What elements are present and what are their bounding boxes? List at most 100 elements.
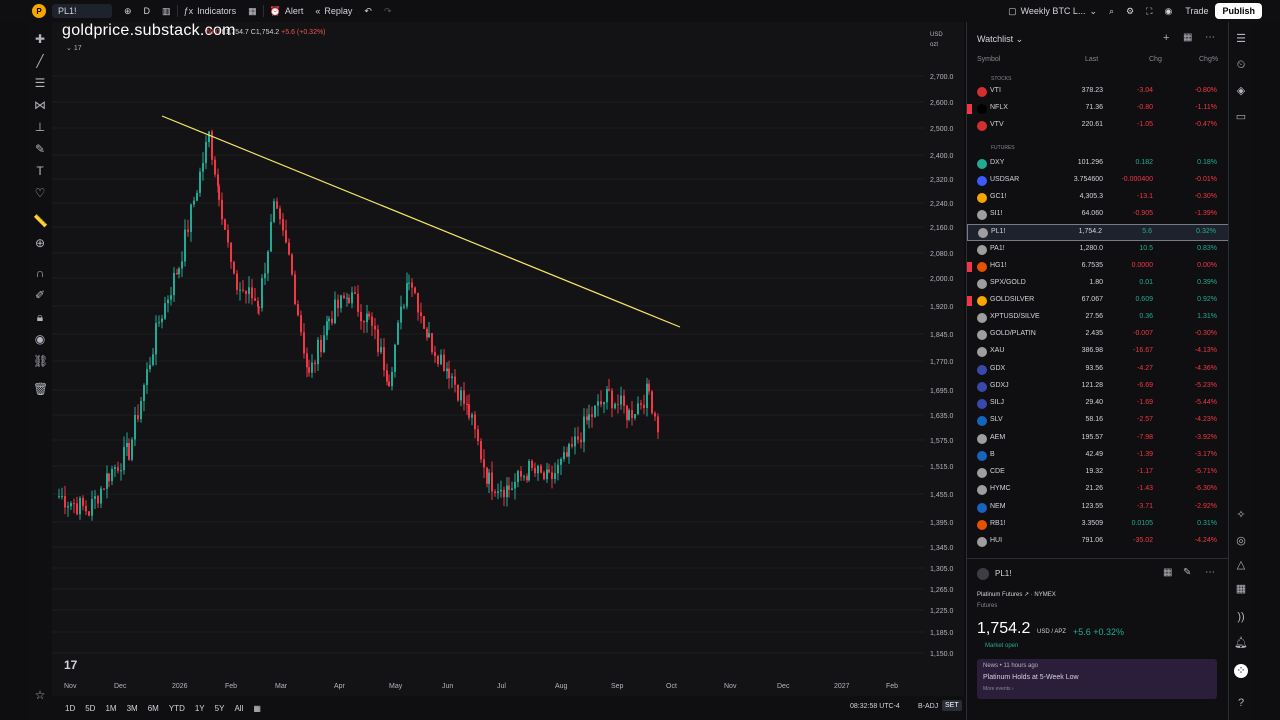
- lock-icon[interactable]: 🔒︎: [36, 310, 44, 324]
- calendar-icon[interactable]: ▦: [253, 703, 261, 713]
- target-icon[interactable]: ◎: [1236, 535, 1246, 547]
- range-button-6m[interactable]: 6M: [147, 703, 159, 713]
- watchlist-row[interactable]: SLV 58.16 -2.57 -4.23%: [967, 413, 1229, 430]
- detail-symbol[interactable]: PL1!: [995, 569, 1012, 578]
- watchlist-row[interactable]: SILJ 29.40 -1.69 -5.44%: [967, 396, 1229, 413]
- zoom-icon[interactable]: ⊕: [34, 236, 46, 250]
- more-icon[interactable]: ⋯: [1205, 32, 1215, 43]
- heart-icon[interactable]: ♡: [34, 186, 46, 200]
- watchlist-row[interactable]: GDXJ 121.28 -6.69 -5.23%: [967, 379, 1229, 396]
- watchlist-row[interactable]: NEM 123.55 -3.71 -2.92%: [967, 500, 1229, 517]
- range-button-5d[interactable]: 5D: [85, 703, 96, 713]
- adjust-button[interactable]: B-ADJ: [918, 703, 939, 710]
- snapshot-icon[interactable]: ◉: [1164, 5, 1173, 16]
- redo-icon[interactable]: ↷: [383, 5, 392, 16]
- settings-icon[interactable]: ⚙: [1126, 5, 1135, 16]
- ideas-icon[interactable]: ✧: [1236, 509, 1246, 521]
- watchlist-row[interactable]: PL1! 1,754.2 5.6 0.32%: [967, 224, 1229, 241]
- apps-icon[interactable]: ⁘: [1234, 664, 1248, 678]
- watchlist-row[interactable]: NFLX 71.36 -0.80 -1.11%: [967, 101, 1229, 118]
- notifications-icon[interactable]: 🔔︎: [1234, 637, 1248, 649]
- more-icon[interactable]: ⋯: [1205, 567, 1215, 578]
- layers-icon[interactable]: ◈: [1236, 85, 1246, 97]
- col-last[interactable]: Last: [1085, 56, 1099, 63]
- watchlist-row[interactable]: PA1! 1,280.0 10.5 0.83%: [967, 242, 1229, 259]
- watchlist-row[interactable]: GDX 93.56 -4.27 -4.36%: [967, 362, 1229, 379]
- watchlist-row[interactable]: GOLDSILVER 67.067 0.609 0.92%: [967, 293, 1229, 310]
- candlestick-chart[interactable]: 2,700.0 2,600.0 2,500.0 2,400.0 2,320.0 2,240…: [52, 22, 964, 696]
- indicators-button[interactable]: ƒx Indicators: [183, 6, 237, 16]
- watchlist-icon[interactable]: ☰: [1236, 33, 1246, 45]
- watchlist-row[interactable]: DXY 101.296 0.182 0.18%: [967, 156, 1229, 173]
- watchlist-row[interactable]: HUI 791.06 -35.02 -4.24%: [967, 534, 1229, 551]
- watchlist-row[interactable]: HYMC 21.26 -1.43 -6.30%: [967, 482, 1229, 499]
- watchlist-row[interactable]: XAU 386.98 -16.67 -4.13%: [967, 344, 1229, 361]
- trade-button[interactable]: Trade: [1185, 6, 1209, 16]
- fullscreen-icon[interactable]: ⛶: [1146, 5, 1153, 16]
- alerts-icon[interactable]: ⏲: [1236, 59, 1246, 71]
- help-icon[interactable]: ?: [1237, 697, 1245, 709]
- ruler-icon[interactable]: 📏: [33, 214, 48, 228]
- clock-time[interactable]: 08:32:58 UTC-4: [850, 703, 900, 710]
- watchlist-row[interactable]: B 42.49 -1.39 -3.17%: [967, 448, 1229, 465]
- flag-icon[interactable]: [967, 262, 972, 272]
- flag-icon[interactable]: [967, 104, 972, 114]
- star-icon[interactable]: ☆: [34, 688, 46, 702]
- forecast-tool-icon[interactable]: ⊥: [34, 120, 46, 134]
- tradingview-logo[interactable]: 17: [64, 658, 78, 672]
- bar-style-icon[interactable]: ▥: [162, 5, 171, 16]
- link-icon[interactable]: ⛓: [33, 354, 49, 368]
- interval-button[interactable]: D: [138, 0, 157, 22]
- watchlist-row[interactable]: SPX/GOLD 1.80 0.01 0.39%: [967, 276, 1229, 293]
- watchlist-row[interactable]: VTV 220.61 -1.05 -0.47%: [967, 118, 1229, 135]
- eye-icon[interactable]: ◉: [34, 332, 46, 346]
- calendar-icon[interactable]: ▦: [1235, 583, 1247, 595]
- watchlist-row[interactable]: VTI 378.23 -3.04 -0.80%: [967, 84, 1229, 101]
- magnet-icon[interactable]: ∩: [35, 266, 45, 280]
- watchlist-row[interactable]: RB1! 3.3509 0.0105 0.31%: [967, 517, 1229, 534]
- more-events-link[interactable]: More events ›: [983, 686, 1014, 692]
- col-chg[interactable]: Chg: [1149, 56, 1162, 63]
- layout-menu[interactable]: ▢ Weekly BTC L... ⌄: [1008, 5, 1097, 17]
- watchlist-row[interactable]: USDSAR 3.754600 -0.000400 -0.01%: [967, 173, 1229, 190]
- col-chgp[interactable]: Chg%: [1199, 56, 1219, 63]
- watchlist-row[interactable]: XPTUSD/SILVE 27.56 0.36 1.31%: [967, 310, 1229, 327]
- text-tool-icon[interactable]: T: [36, 164, 44, 178]
- fib-tool-icon[interactable]: ☰: [34, 76, 46, 90]
- symbol-search-input[interactable]: PL1!: [52, 4, 112, 18]
- triangle-icon[interactable]: △: [1236, 559, 1246, 571]
- alert-button[interactable]: ⏰ Alert: [269, 5, 304, 17]
- edit-icon[interactable]: ✎: [1183, 567, 1192, 578]
- section-futures[interactable]: FUTURES: [991, 145, 1015, 151]
- watchlist-row[interactable]: GC1! 4,305.3 -13.1 -0.30%: [967, 190, 1229, 207]
- flag-icon[interactable]: [967, 296, 972, 306]
- range-button-1d[interactable]: 1D: [65, 703, 76, 713]
- layout-icon[interactable]: ▦: [1183, 32, 1193, 43]
- chat-icon[interactable]: ▭: [1235, 111, 1247, 123]
- templates-icon[interactable]: ▦: [248, 5, 257, 16]
- news-card[interactable]: News • 11 hours ago Platinum Holds at 5-…: [977, 659, 1217, 699]
- indicator-count[interactable]: ⌄ 17: [66, 45, 82, 52]
- replay-button[interactable]: « Replay: [315, 6, 353, 16]
- watchlist-row[interactable]: SI1! 64.060 -0.905 -1.39%: [967, 207, 1229, 224]
- range-button-1m[interactable]: 1M: [105, 703, 117, 713]
- range-button-3m[interactable]: 3M: [126, 703, 138, 713]
- trendline-tool-icon[interactable]: ╱: [36, 54, 44, 68]
- brush-tool-icon[interactable]: ✎: [34, 142, 46, 156]
- watchlist-row[interactable]: HG1! 6.7535 0.0000 0.00%: [967, 259, 1229, 276]
- stay-drawing-icon[interactable]: ✐: [34, 288, 46, 302]
- search-icon[interactable]: ⌕: [1109, 5, 1115, 16]
- trash-icon[interactable]: 🗑︎: [33, 382, 49, 396]
- watchlist-row[interactable]: CDE 19.32 -1.17 -5.71%: [967, 465, 1229, 482]
- range-button-5y[interactable]: 5Y: [214, 703, 225, 713]
- range-button-ytd[interactable]: YTD: [168, 703, 185, 713]
- add-symbol-icon[interactable]: +: [1163, 32, 1170, 44]
- settlement-button[interactable]: SET: [942, 700, 962, 711]
- watchlist-title[interactable]: Watchlist ⌄: [977, 34, 1024, 44]
- pattern-tool-icon[interactable]: ⋈: [34, 98, 46, 112]
- range-button-all[interactable]: All: [234, 703, 244, 713]
- section-stocks[interactable]: STOCKS: [991, 76, 1012, 82]
- currency-label[interactable]: USD ozt: [930, 30, 943, 50]
- add-symbol-icon[interactable]: ⊕: [124, 5, 132, 16]
- watchlist-row[interactable]: GOLD/PLATIN 2.435 -0.007 -0.30%: [967, 327, 1229, 344]
